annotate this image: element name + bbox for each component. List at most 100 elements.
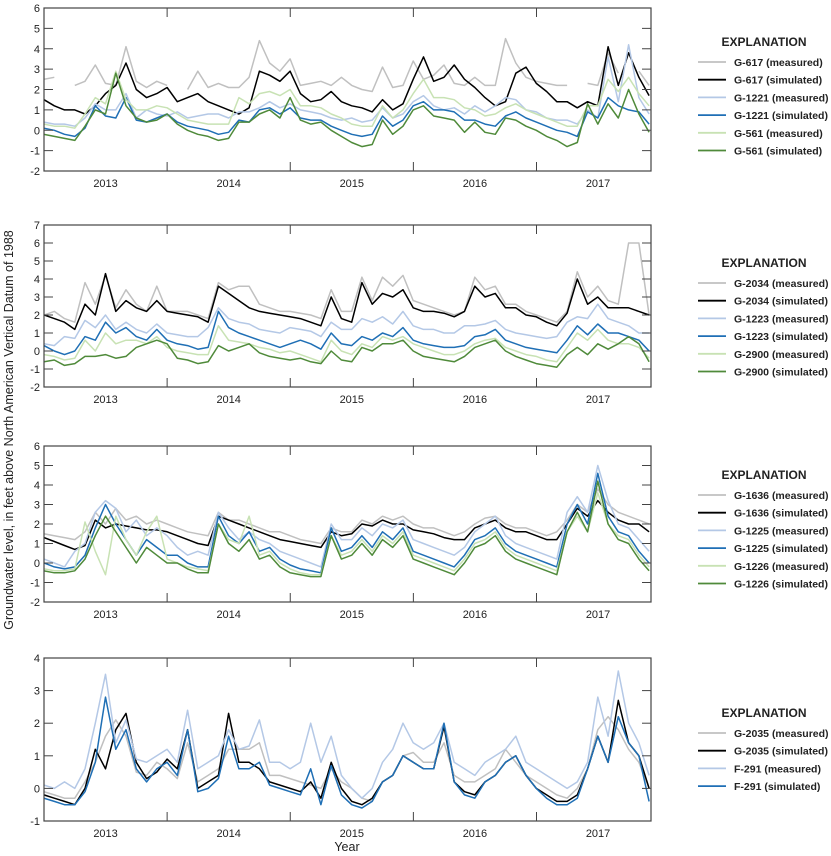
x-axis-title: Year [334,840,359,854]
x-tick-label: 2014 [216,394,240,406]
series-line-g-1225-simulated [44,472,650,574]
x-tick-label: 2015 [340,828,364,840]
series-line-g-561-measured [44,70,650,129]
legend-label: G-1221 (measured) [734,92,829,104]
y-tick-label: 4 [34,480,40,492]
legend-label: G-561 (simulated) [734,146,822,158]
series-group [44,37,650,148]
legend-title: EXPLANATION [721,706,806,720]
legend: EXPLANATION G-617 (measured) G-617 (simula… [698,35,829,158]
legend-label: G-1225 (measured) [734,525,829,537]
legend: EXPLANATION G-2035 (measured) G-2035 (simu… [698,706,829,793]
legend-label: G-561 (measured) [734,128,823,140]
legend-label: G-1221 (simulated) [734,110,828,122]
y-tick-label: 3 [34,64,40,76]
legend-label: G-617 (measured) [734,57,823,69]
y-tick-label: 4 [34,44,40,56]
legend-title: EXPLANATION [721,35,806,49]
y-tick-label: 1 [34,539,40,551]
y-tick-label: 3 [34,292,40,304]
x-tick-label: 2016 [463,178,487,190]
series-line-g-2900-measured [44,325,650,363]
y-tick-label: 4 [34,653,40,665]
legend-label: F-291 (simulated) [734,781,820,793]
series-line-f-291-simulated [44,696,650,809]
x-tick-label: 2014 [216,609,240,621]
y-tick-label: -1 [30,364,40,376]
series-line-g-1223-simulated [44,310,650,356]
series-line-g-2035-simulated [44,699,650,806]
legend: EXPLANATION G-2034 (measured) G-2034 (simu… [698,256,829,379]
x-tick-label: 2017 [586,828,610,840]
legend-label: G-1636 (measured) [734,490,829,502]
plot-frame [43,224,652,388]
legend-label: G-2900 (simulated) [734,367,828,379]
series-group [44,242,650,368]
y-tick-label: 6 [34,238,40,250]
legend-label: G-2035 (simulated) [734,746,828,758]
y-tick-label: -1 [30,146,40,158]
series-line-g-1636-simulated [44,499,650,551]
panel-4: -1 0 1 2 3 4 2013 2014 2015 2016 2017 EXPLANATION G-… [30,653,828,840]
x-tick-label: 2017 [586,609,610,621]
legend-label: G-1225 (simulated) [734,543,828,555]
plot-frame [43,445,652,603]
series-line-g-2035-measured [44,715,650,803]
y-tick-label: 5 [34,23,40,35]
series-line-f-291-measured [44,670,650,799]
x-tick-label: 2013 [93,609,117,621]
legend-label: F-291 (measured) [734,763,821,775]
x-tick-label: 2015 [340,609,364,621]
x-tick-label: 2013 [93,828,117,840]
y-tick-label: 1 [34,751,40,763]
y-tick-label: 4 [34,274,40,286]
x-tick-label: 2015 [340,178,364,190]
x-tick-label: 2017 [586,178,610,190]
plot-frame [43,657,652,822]
series-group [44,670,650,809]
series-line-g-2034-measured [44,242,650,323]
plot-frame [43,7,652,172]
x-tick-label: 2016 [463,394,487,406]
y-tick-label: 6 [34,441,40,453]
panel-1: -2 -1 0 1 2 3 4 5 6 2013 2014 2015 2016 2017 EXPLANATI… [30,3,828,190]
x-tick-label: 2016 [463,828,487,840]
series-line-g-1636-measured [44,488,650,545]
y-tick-label: 6 [34,3,40,15]
y-tick-label: 5 [34,256,40,268]
x-tick-label: 2014 [216,828,240,840]
y-tick-label: 0 [34,346,40,358]
y-tick-label: 1 [34,105,40,117]
legend-label: G-617 (simulated) [734,75,822,87]
series-line-g-617-measured [44,37,650,93]
legend-label: G-2034 (simulated) [734,296,828,308]
legend-label: G-2900 (measured) [734,349,829,361]
legend-title: EXPLANATION [721,468,806,482]
y-tick-label: -1 [30,578,40,590]
series-line-g-2034-simulated [44,272,650,331]
series-line-g-1223-measured [44,303,650,347]
series-group [44,464,650,578]
y-tick-label: -2 [30,382,40,394]
y-axis-title: Groundwater level, in feet above North A… [2,230,16,630]
y-tick-label: 5 [34,461,40,473]
legend-label: G-1636 (simulated) [734,508,828,520]
x-tick-label: 2014 [216,178,240,190]
legend-label: G-1223 (measured) [734,313,829,325]
x-tick-label: 2015 [340,394,364,406]
y-tick-label: 2 [34,519,40,531]
legend-label: G-1223 (simulated) [734,331,828,343]
series-line-g-2900-simulated [44,335,650,368]
legend-label: G-1226 (measured) [734,561,829,573]
y-tick-label: 2 [34,310,40,322]
x-tick-label: 2017 [586,394,610,406]
series-line-g-1226-measured [44,492,650,576]
series-line-g-617-simulated [44,45,650,115]
legend-title: EXPLANATION [721,256,806,270]
y-tick-label: 2 [34,718,40,730]
y-tick-label: 2 [34,85,40,97]
legend-label: G-2034 (measured) [734,278,829,290]
y-tick-label: 3 [34,686,40,698]
y-tick-label: -2 [30,597,40,609]
